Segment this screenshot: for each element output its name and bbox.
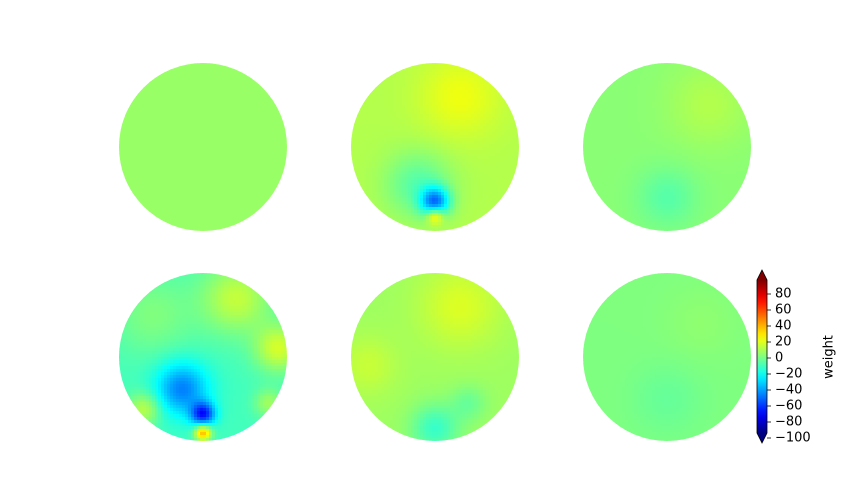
- topomap-panel-3: [583, 63, 751, 231]
- topomap-panel-6: [583, 273, 751, 441]
- colorbar-extend-max: [757, 270, 767, 280]
- colorbar-tick-label: −40: [775, 383, 802, 398]
- topomap-panel-5: [351, 273, 519, 441]
- colorbar-label: weight: [822, 335, 837, 379]
- colorbar-gradient: [757, 280, 767, 433]
- colorbar-tick-label: −60: [775, 399, 802, 414]
- topomap-grid: [119, 63, 751, 441]
- colorbar-tick-label: 20: [775, 335, 792, 350]
- colorbar-tick-label: −100: [775, 431, 811, 446]
- colorbar-tick-label: 40: [775, 319, 792, 334]
- colorbar-tick-label: −80: [775, 415, 802, 430]
- colorbar-tick-label: 60: [775, 303, 792, 318]
- topomap-panel-4: [119, 273, 287, 441]
- colorbar-extend-min: [757, 433, 767, 443]
- topomap-panel-2: [351, 63, 519, 231]
- topomap-panel-1: [119, 63, 287, 231]
- colorbar-outline: [756, 269, 768, 444]
- colorbar-tick-label: 0: [775, 351, 783, 366]
- colorbar-tick-label: 80: [775, 287, 792, 302]
- colorbar-tick-label: −20: [775, 367, 802, 382]
